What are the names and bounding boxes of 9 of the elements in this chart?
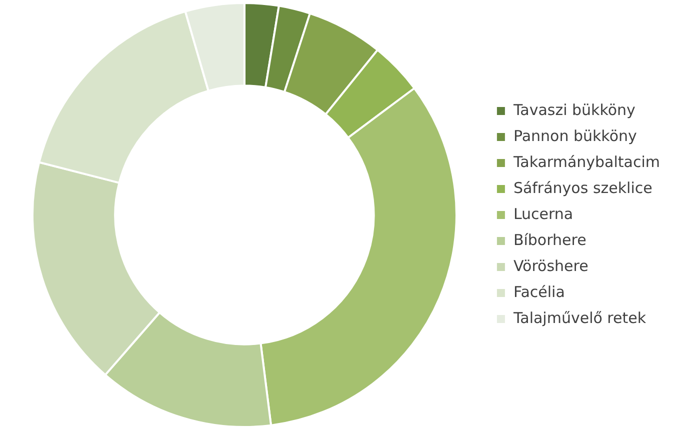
legend-label: Bíborhere [513, 230, 586, 249]
legend-label: Lucerna [513, 204, 574, 223]
legend-label: Talajművelő retek [512, 308, 646, 327]
legend-label: Facélia [513, 282, 565, 301]
legend-label: Takarmánybaltacim [512, 152, 660, 171]
legend-label: Tavaszi bükköny [512, 100, 636, 119]
legend-label: Vöröshere [513, 256, 588, 275]
legend-label: Pannon bükköny [513, 126, 638, 145]
legend-label: Sáfrányos szeklice [513, 178, 652, 197]
